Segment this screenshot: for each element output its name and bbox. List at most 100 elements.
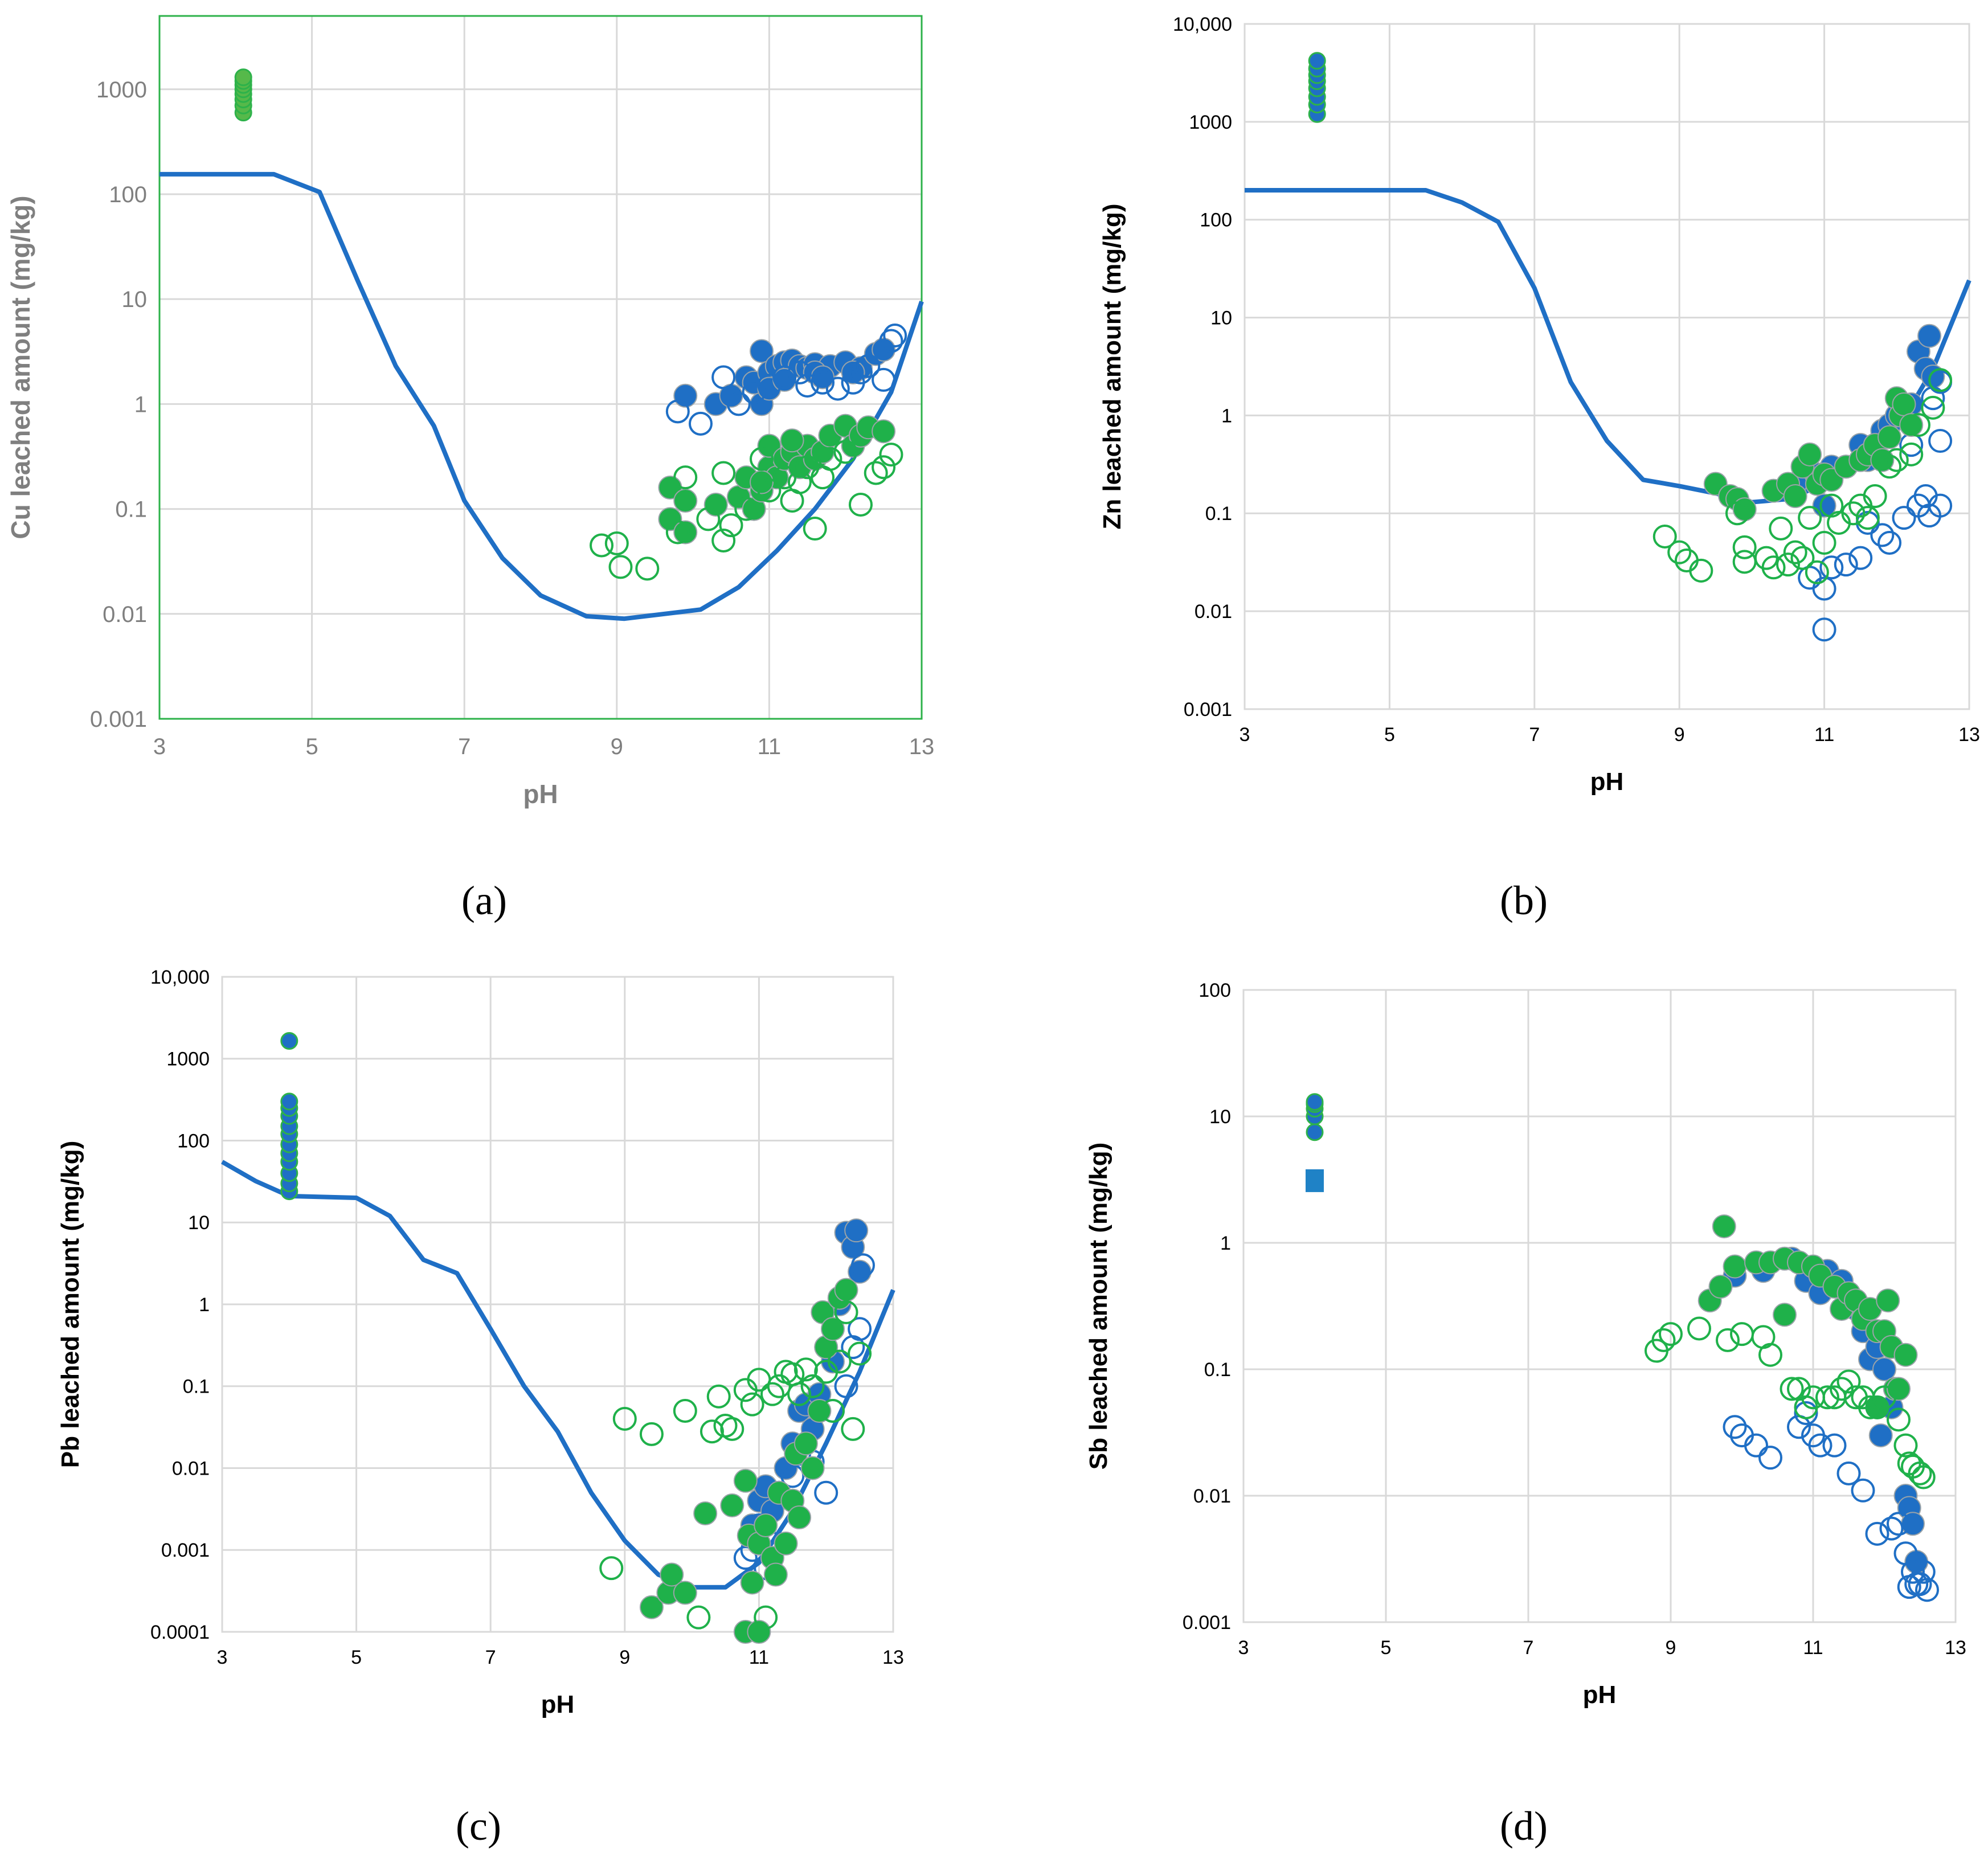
open-point <box>1872 1385 1896 1410</box>
open-point <box>1928 368 1953 392</box>
open-point <box>1893 1433 1918 1458</box>
open-point <box>1815 1385 1839 1410</box>
plot-frame <box>221 976 894 1633</box>
filled-point <box>872 419 896 444</box>
open-point <box>673 1399 697 1423</box>
open-point <box>750 447 774 471</box>
x-tick-label: 7 <box>1529 724 1540 746</box>
open-point <box>720 1417 745 1441</box>
filled-point <box>673 520 698 545</box>
filled-point <box>820 1317 845 1341</box>
open-point <box>818 447 842 471</box>
open-point <box>1689 558 1713 583</box>
open-point <box>686 1605 711 1630</box>
filled-point <box>747 1620 771 1644</box>
x-axis-label: pH <box>1583 1681 1617 1709</box>
open-point <box>1887 1512 1911 1536</box>
filled-point <box>763 1562 788 1587</box>
x-tick-label: 5 <box>1381 1637 1392 1659</box>
open-point <box>590 533 614 558</box>
x-tick-label: 13 <box>882 1647 904 1668</box>
x-tick-label: 9 <box>619 1647 630 1668</box>
model-curve <box>159 171 924 621</box>
open-point <box>780 1464 805 1488</box>
open-point <box>1851 1478 1875 1503</box>
open-point <box>1901 1560 1925 1584</box>
y-tick-label: 100 <box>1198 980 1231 1001</box>
y-tick-label: 0.001 <box>161 1540 210 1561</box>
initial-square-point <box>1306 1169 1324 1192</box>
open-point <box>1834 552 1858 577</box>
open-point <box>1915 1578 1939 1602</box>
open-point <box>599 1556 624 1581</box>
x-tick-label: 5 <box>351 1647 362 1668</box>
open-point <box>827 1349 852 1374</box>
open-point <box>848 1317 872 1341</box>
open-point <box>1865 1521 1889 1546</box>
open-point <box>872 367 896 392</box>
filled-point <box>1876 1288 1900 1313</box>
x-tick-label: 9 <box>611 734 623 759</box>
open-point <box>1911 1465 1936 1489</box>
open-point <box>1651 1328 1676 1352</box>
open-point <box>612 1406 637 1431</box>
open-point <box>733 1546 758 1570</box>
open-point <box>811 370 835 395</box>
filled-point <box>1773 1303 1797 1327</box>
open-point <box>1911 1560 1936 1584</box>
open-point <box>787 360 812 384</box>
initial-point <box>280 1032 298 1050</box>
y-tick-label: 0.1 <box>1205 503 1232 525</box>
y-tick-label: 1000 <box>96 77 147 103</box>
y-tick-label: 100 <box>177 1130 210 1152</box>
y-tick-label: 10 <box>1210 307 1232 329</box>
plot-frame <box>1243 23 1970 710</box>
y-tick-label: 10,000 <box>1173 14 1232 35</box>
chart-panel-b: 3 5 7 9 11 13 0.001 0.01 0.1 1 10 100 1000 10,000 pH Zn… <box>994 0 1988 923</box>
x-tick-label: 3 <box>1238 1637 1249 1659</box>
filled-point <box>639 1595 664 1619</box>
open-point <box>767 1374 791 1398</box>
filled-point <box>834 1278 858 1302</box>
x-tick-label: 7 <box>458 734 471 759</box>
open-point <box>726 392 751 416</box>
open-point <box>1899 442 1924 466</box>
x-tick-label: 11 <box>1814 724 1834 746</box>
open-point <box>1863 484 1887 509</box>
open-point <box>711 529 736 553</box>
open-point <box>1892 506 1916 530</box>
open-point <box>1928 493 1953 518</box>
filled-point <box>793 1431 818 1456</box>
open-point <box>814 1480 838 1505</box>
x-tick-label: 13 <box>909 734 935 759</box>
open-point <box>883 324 907 348</box>
open-point <box>1812 531 1836 555</box>
x-tick-label: 13 <box>1945 1637 1966 1659</box>
open-point <box>1780 1377 1804 1401</box>
open-point <box>1830 1377 1854 1401</box>
y-axis-label: Pb leached amount (mg/kg) <box>56 1141 84 1468</box>
open-point <box>1897 1575 1921 1599</box>
filled-point <box>757 433 782 458</box>
open-point <box>604 531 629 555</box>
open-point <box>711 461 736 485</box>
x-tick-label: 3 <box>217 1647 228 1668</box>
open-point <box>1725 501 1749 526</box>
filled-point <box>774 1531 798 1556</box>
filled-point <box>1798 442 1822 466</box>
open-point <box>1730 1322 1754 1346</box>
open-point <box>1812 576 1836 601</box>
open-point <box>803 517 827 541</box>
open-point <box>1783 540 1807 564</box>
open-point <box>688 411 713 436</box>
open-point <box>848 492 873 517</box>
open-point <box>1819 555 1844 580</box>
y-tick-label: 1 <box>1221 405 1232 427</box>
open-point <box>665 399 690 424</box>
y-tick-label: 0.0001 <box>150 1622 210 1643</box>
filled-point <box>673 488 698 513</box>
open-point <box>673 465 698 490</box>
open-point <box>872 455 896 480</box>
y-tick-label: 0.01 <box>1193 1485 1231 1507</box>
filled-point <box>1899 413 1924 437</box>
